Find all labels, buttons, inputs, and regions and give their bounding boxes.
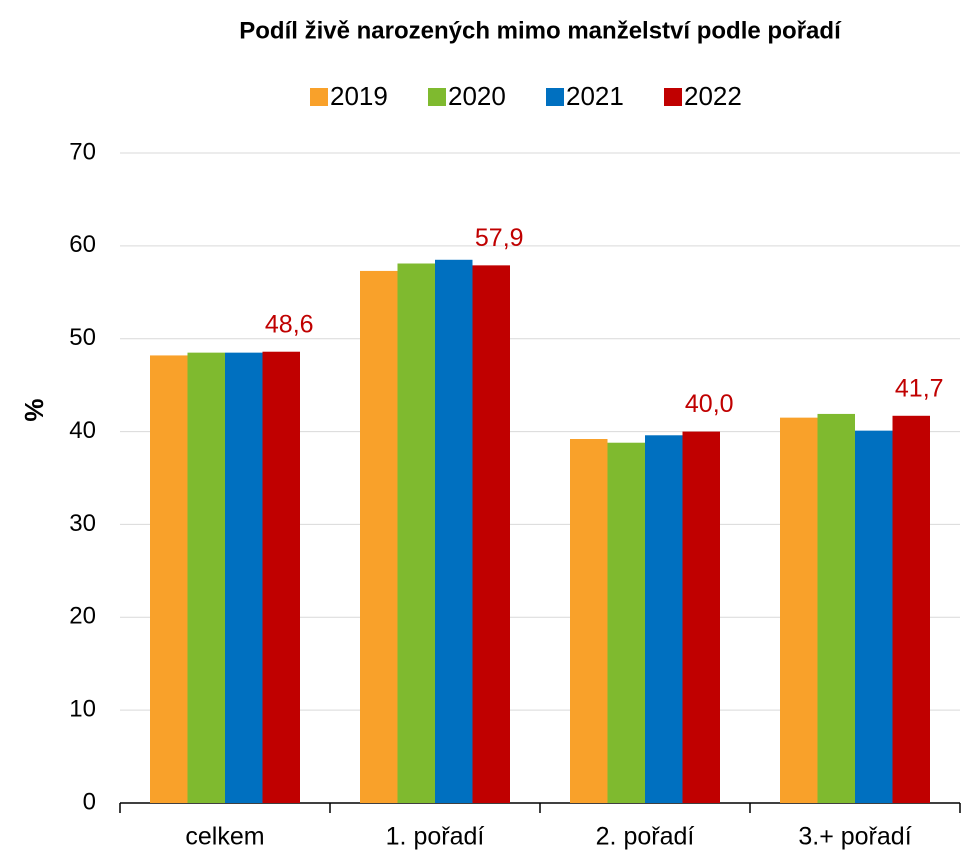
- legend-swatch: [664, 88, 682, 106]
- y-tick-label: 10: [69, 695, 96, 722]
- bar: [360, 270, 398, 803]
- value-label: 48,6: [265, 310, 314, 338]
- y-tick-label: 50: [69, 324, 96, 351]
- legend-label: 2022: [684, 81, 742, 111]
- legend-swatch: [546, 88, 564, 106]
- bar: [187, 352, 225, 803]
- bar: [397, 263, 435, 803]
- y-tick-label: 70: [69, 138, 96, 165]
- x-tick-label: 2. pořadí: [596, 823, 695, 851]
- bar: [645, 435, 683, 803]
- bar: [892, 415, 930, 803]
- bar: [262, 351, 300, 803]
- bar: [817, 413, 855, 803]
- bar: [855, 430, 893, 803]
- y-tick-label: 0: [83, 788, 96, 815]
- bar: [435, 259, 473, 803]
- value-label: 57,9: [475, 224, 524, 252]
- legend-label: 2021: [566, 81, 624, 111]
- chart-title: Podíl živě narozených mimo manželství po…: [239, 17, 842, 44]
- bar: [780, 417, 818, 803]
- bar: [682, 431, 720, 803]
- bar: [225, 352, 263, 803]
- legend-label: 2020: [448, 81, 506, 111]
- y-axis-label: %: [19, 398, 49, 421]
- legend-swatch: [310, 88, 328, 106]
- x-tick-label: 3.+ pořadí: [798, 823, 911, 851]
- bar: [570, 439, 608, 803]
- bar: [607, 442, 645, 803]
- legend-label: 2019: [330, 81, 388, 111]
- y-tick-label: 30: [69, 510, 96, 537]
- y-tick-label: 40: [69, 417, 96, 444]
- value-label: 41,7: [895, 374, 944, 402]
- x-tick-label: celkem: [185, 823, 264, 851]
- legend-swatch: [428, 88, 446, 106]
- y-tick-label: 20: [69, 603, 96, 630]
- value-label: 40,0: [685, 390, 734, 418]
- bar: [472, 265, 510, 803]
- x-tick-label: 1. pořadí: [386, 823, 485, 851]
- bar: [150, 355, 188, 803]
- y-tick-label: 60: [69, 231, 96, 258]
